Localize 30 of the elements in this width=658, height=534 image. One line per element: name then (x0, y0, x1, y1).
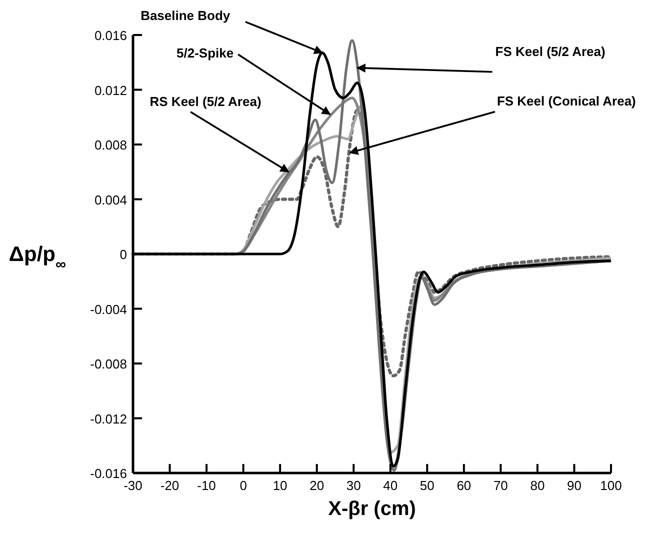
y-tick-label: -0.012 (90, 411, 127, 426)
x-tick-label: 10 (272, 478, 288, 493)
x-tick-label: 80 (530, 478, 545, 493)
y-tick-label: -0.004 (90, 302, 127, 317)
x-axis-title: X-βr (cm) (328, 498, 416, 520)
annotation: FS Keel (Conical Area) (496, 94, 636, 109)
y-tick-label: -0.008 (90, 356, 127, 372)
y-tick-label: 0 (120, 247, 127, 262)
x-tick-label: 60 (456, 478, 472, 493)
x-tick-label: 20 (310, 478, 324, 493)
x-tick-label: -20 (160, 478, 180, 493)
x-tick-label: -10 (197, 478, 216, 493)
annotation: RS Keel (5/2 Area) (150, 94, 262, 109)
y-tick-label: 0.012 (94, 82, 127, 98)
x-tick-label: 70 (493, 478, 508, 493)
y-tick-label: 0.004 (94, 192, 127, 208)
x-tick-label: 90 (566, 478, 582, 493)
x-tick-label: -30 (124, 478, 142, 493)
annotation: 5/2-Spike (176, 45, 234, 60)
y-tick-label: 0.008 (94, 138, 127, 152)
x-tick-label: 40 (383, 478, 398, 493)
x-tick-label: 50 (420, 478, 434, 493)
x-tick-label: 0 (240, 478, 247, 493)
y-axis-title: Δp/p$_{∞}$ (8, 243, 66, 273)
x-tick-label: 100 (600, 478, 622, 493)
y-tick-label: -0.016 (90, 466, 127, 481)
annotation: Baseline Body (140, 8, 231, 23)
annotation: FS Keel (5/2 Area) (495, 44, 606, 59)
x-tick-label: 30 (346, 478, 361, 493)
y-tick-label: 0.016 (94, 28, 127, 43)
